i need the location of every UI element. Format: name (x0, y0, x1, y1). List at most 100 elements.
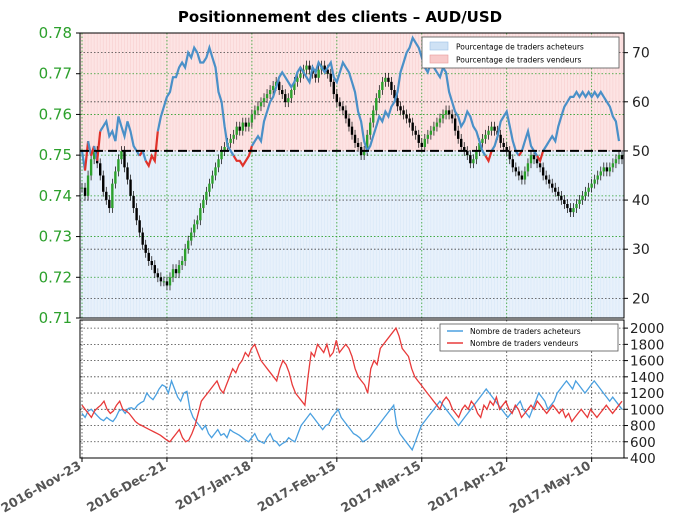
long-pct-line (490, 108, 520, 157)
x-tick-label: 2016-Nov-23 (0, 458, 83, 516)
price-candle (314, 73, 317, 78)
price-candle (429, 130, 433, 135)
price-candle (277, 81, 281, 90)
bottom-y-tick-label: 600 (630, 435, 656, 451)
price-candle (560, 195, 563, 200)
price-candle (538, 163, 542, 168)
price-candle (605, 167, 609, 172)
price-candle (393, 90, 396, 99)
price-candle (614, 159, 618, 164)
price-candle (472, 159, 475, 164)
price-candle (381, 81, 384, 90)
price-candle (262, 98, 266, 103)
x-tick-label: 2017-Feb-15 (255, 458, 339, 515)
price-candle (259, 102, 263, 107)
y-right-tick-label: 30 (632, 242, 650, 258)
price-candle (490, 126, 493, 131)
price-candle (244, 122, 248, 127)
price-candle (356, 142, 360, 147)
price-candle (411, 122, 414, 131)
legend-label-long-count: Nombre de traders acheteurs (470, 327, 581, 336)
price-candle (290, 90, 293, 99)
bottom-frame (79, 319, 625, 459)
price-candle (469, 155, 472, 164)
price-candle (578, 199, 581, 204)
price-candle (162, 281, 166, 283)
x-tick-label: 2017-Apr-12 (425, 458, 508, 515)
bottom-y-tick-label: 1200 (630, 386, 664, 402)
y-right-tick-label: 70 (632, 46, 650, 62)
price-candle (326, 69, 329, 74)
price-candle (83, 187, 87, 196)
top-right-axis: 70 60 50 40 30 20 (624, 46, 650, 307)
price-candle (362, 151, 366, 156)
price-candle (544, 175, 548, 180)
price-candle (332, 81, 335, 95)
price-candle (487, 130, 490, 135)
price-candle (138, 220, 141, 233)
y-left-tick-label: 0.72 (39, 268, 72, 286)
price-candle (205, 191, 208, 200)
bottom-y-tick-label: 1800 (630, 337, 664, 353)
top-left-axis: 0.78 0.77 0.76 0.75 0.74 0.73 0.72 0.71 (39, 24, 80, 327)
price-candle (281, 90, 284, 95)
price-candle (183, 248, 187, 261)
price-candle (590, 183, 593, 188)
price-candle (350, 126, 354, 135)
price-candle (256, 106, 260, 111)
price-candle (569, 208, 572, 213)
price-candle (396, 98, 399, 107)
price-candle (529, 155, 533, 164)
price-candle (611, 163, 615, 168)
price-candle (435, 122, 439, 127)
price-candle (241, 122, 244, 131)
price-candle (365, 134, 369, 152)
short-pct-line (96, 131, 102, 161)
price-candle (408, 118, 411, 123)
legend-label-short-count: Nombre de traders vendeurs (470, 339, 578, 348)
y-left-tick-label: 0.77 (39, 65, 72, 83)
price-candle (375, 98, 378, 111)
bottom-y-tick-label: 800 (630, 419, 656, 435)
top-legend-box (421, 36, 620, 69)
price-candle (526, 163, 530, 172)
y-right-tick-label: 50 (632, 144, 650, 160)
y-left-tick-label: 0.78 (39, 24, 72, 42)
price-candle (378, 90, 381, 99)
price-candle (508, 151, 511, 160)
top-legend: Pourcentage de traders acheteurs Pourcen… (421, 36, 620, 69)
long-count-line (81, 378, 623, 452)
price-candle (117, 159, 120, 172)
price-candle (478, 142, 481, 152)
price-candle (481, 138, 484, 143)
price-candle (599, 171, 602, 176)
price-candle (514, 167, 518, 172)
price-candle (390, 81, 393, 90)
price-candle (238, 126, 241, 131)
price-candle (581, 195, 584, 200)
price-candle (250, 114, 254, 123)
legend-label-long-pct: Pourcentage de traders acheteurs (456, 43, 584, 52)
price-candle (547, 179, 551, 184)
long-pct-line (542, 89, 621, 152)
price-candle (511, 159, 514, 168)
short-count-line (81, 326, 623, 443)
price-candle (153, 265, 157, 274)
price-candle (423, 138, 427, 147)
short-pct-line (484, 150, 493, 164)
bottom-y-tick-label: 2000 (630, 321, 664, 337)
x-axis-labels: 2016-Nov-23 2016-Dec-21 2017-Jan-18 2017-Fe… (0, 457, 593, 516)
price-candle (284, 94, 287, 103)
price-candle (587, 187, 590, 192)
price-candle (493, 126, 496, 131)
bottom-legend-box (439, 323, 619, 352)
price-candle (180, 261, 184, 266)
price-candle (566, 204, 569, 209)
bottom-y-tick-label: 400 (630, 451, 656, 467)
price-candle (441, 114, 445, 119)
price-candle (460, 138, 463, 147)
price-candle (620, 155, 624, 160)
price-candle (89, 159, 93, 176)
price-candle (523, 171, 527, 180)
